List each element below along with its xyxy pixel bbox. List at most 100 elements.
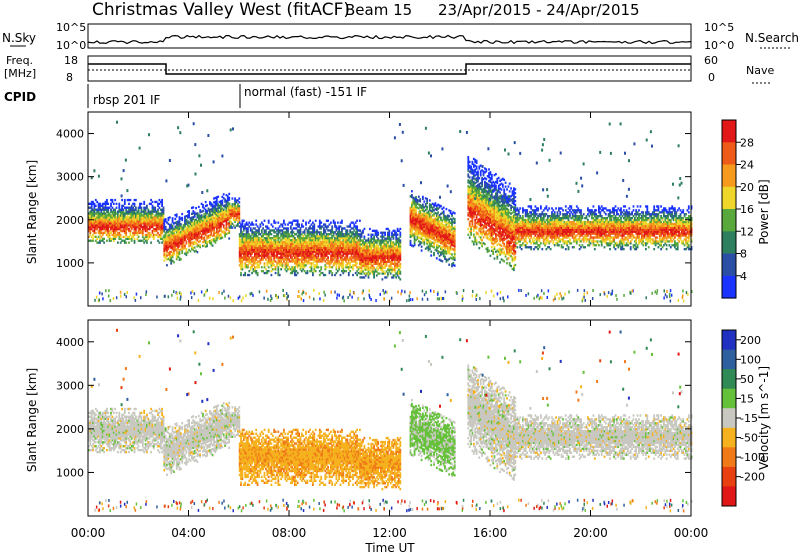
- power-cell: [110, 202, 112, 205]
- power-cell: [186, 224, 189, 227]
- power-cell: [204, 230, 207, 233]
- power-cell: [158, 212, 161, 215]
- power-cell: [130, 237, 133, 240]
- power-cell: [94, 239, 97, 242]
- power-cell: [320, 221, 323, 224]
- power-cell: [168, 259, 171, 262]
- power-cell: [158, 235, 161, 238]
- power-cell: [168, 226, 171, 229]
- power-cell: [331, 273, 334, 277]
- power-cell: [163, 242, 166, 245]
- power-cell: [101, 226, 104, 229]
- power-cell: [202, 215, 204, 218]
- power-cell: [133, 220, 136, 223]
- power-cell: [213, 207, 215, 210]
- power-cell: [125, 241, 128, 244]
- power-cell: [152, 206, 155, 209]
- power-cell: [204, 212, 207, 215]
- power-cell: [220, 223, 222, 226]
- power-cell: [199, 226, 202, 229]
- freq-unit: [MHz]: [4, 67, 36, 80]
- power-cell: [137, 228, 140, 231]
- power-cell: [174, 248, 177, 252]
- power-cell: [299, 229, 302, 232]
- power-cell: [270, 273, 273, 277]
- power-cell: [220, 221, 222, 224]
- power-cell: [184, 246, 186, 249]
- power-cell: [367, 233, 370, 236]
- power-cell: [126, 210, 129, 213]
- power-cell: [430, 250, 433, 253]
- power-cell: [130, 220, 133, 223]
- power-cell: [242, 219, 245, 222]
- power-cell: [192, 225, 195, 228]
- power-cell: [112, 212, 115, 215]
- power-cell: [175, 225, 178, 228]
- power-cell: [197, 233, 200, 236]
- power-cell: [144, 208, 147, 211]
- power-cell: [385, 262, 388, 265]
- power-cell: [152, 233, 155, 237]
- power-cell: [99, 231, 101, 235]
- power-cell: [192, 243, 195, 246]
- power-cell: [128, 220, 130, 223]
- power-cell: [217, 215, 220, 218]
- power-cell: [213, 220, 215, 223]
- power-cell: [184, 252, 186, 255]
- power-cell: [106, 218, 108, 221]
- power-cell: [103, 226, 105, 229]
- power-cell: [161, 226, 163, 229]
- power-cell: [110, 214, 112, 217]
- power-cell: [210, 231, 213, 234]
- power-cell: [195, 234, 197, 237]
- power-cell: [332, 264, 335, 267]
- power-cell: [118, 226, 121, 229]
- power-cell: [336, 221, 339, 224]
- power-cell: [141, 214, 144, 217]
- power-cell: [186, 235, 189, 239]
- power-cell: [203, 220, 206, 224]
- power-cell: [90, 220, 93, 223]
- power-cell: [161, 204, 163, 207]
- power-cell: [139, 222, 141, 225]
- power-cell: [189, 242, 192, 245]
- power-cell: [117, 224, 119, 227]
- power-cell: [206, 235, 208, 238]
- power-cell: [180, 238, 182, 241]
- power-cell: [119, 228, 122, 231]
- power-cell: [193, 240, 196, 243]
- power-cell: [167, 246, 170, 249]
- power-cell: [186, 237, 189, 240]
- power-cell: [143, 224, 146, 227]
- power-cell: [220, 229, 222, 232]
- power-cell: [181, 226, 184, 229]
- power-cell: [103, 216, 105, 219]
- power-cell: [114, 210, 117, 213]
- power-cell: [133, 224, 136, 227]
- power-cell: [133, 229, 136, 233]
- power-cell: [399, 266, 402, 269]
- power-cell: [90, 216, 93, 219]
- power-cell: [108, 235, 111, 238]
- power-cell: [178, 223, 181, 227]
- power-cell: [99, 241, 101, 244]
- power-cell: [110, 216, 112, 219]
- power-cell: [137, 220, 140, 223]
- power-cell: [163, 255, 166, 258]
- power-cell: [164, 239, 167, 242]
- power-cell: [210, 227, 213, 230]
- power-cell: [154, 229, 157, 233]
- power-cell: [185, 232, 188, 235]
- power-cell: [112, 202, 115, 205]
- power-cell: [449, 210, 452, 213]
- power-cell: [203, 228, 206, 231]
- power-cell: [213, 201, 215, 204]
- power-cell: [186, 216, 189, 219]
- power-cell: [420, 245, 423, 248]
- power-cell: [125, 210, 128, 213]
- power-cell: [111, 216, 114, 219]
- power-cell: [185, 215, 188, 218]
- power-cell: [154, 220, 157, 223]
- power-cell: [218, 222, 221, 225]
- power-cell: [144, 222, 147, 225]
